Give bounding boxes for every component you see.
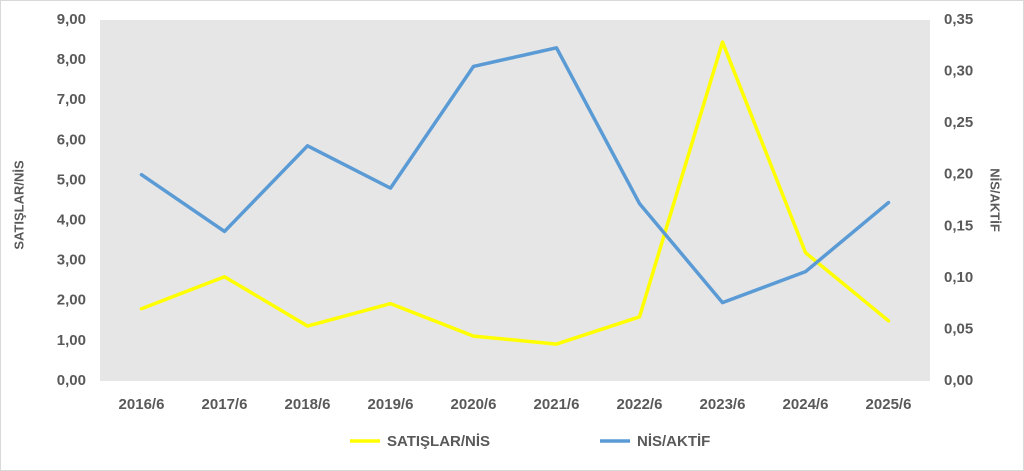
legend-label: SATIŞLAR/NİS xyxy=(387,433,490,450)
y-tick-label: 8,00 xyxy=(57,51,86,68)
x-tick-label: 2021/6 xyxy=(534,396,580,413)
y2-tick-label: 0,00 xyxy=(944,372,973,389)
x-tick-label: 2017/6 xyxy=(202,396,248,413)
y-axis-label: SATIŞLAR/NİS xyxy=(11,160,26,250)
y-tick-label: 4,00 xyxy=(57,212,86,229)
y2-tick-label: 0,35 xyxy=(944,11,973,28)
x-tick-label: 2024/6 xyxy=(783,396,829,413)
y-tick-label: 1,00 xyxy=(57,332,86,349)
y-tick-label: 9,00 xyxy=(57,11,86,28)
x-tick-label: 2016/6 xyxy=(119,396,165,413)
plot-area xyxy=(100,20,930,381)
y2-tick-label: 0,10 xyxy=(944,269,973,286)
y-tick-label: 2,00 xyxy=(57,292,86,309)
y-tick-label: 7,00 xyxy=(57,91,86,108)
x-tick-label: 2023/6 xyxy=(700,396,746,413)
x-tick-label: 2022/6 xyxy=(617,396,663,413)
y2-tick-label: 0,25 xyxy=(944,114,973,131)
y-tick-label: 6,00 xyxy=(57,131,86,148)
legend-label: NİS/AKTİF xyxy=(637,433,710,450)
y2-axis-label: NİS/AKTİF xyxy=(988,168,1003,232)
x-tick-label: 2020/6 xyxy=(451,396,497,413)
x-tick-label: 2025/6 xyxy=(866,396,912,413)
y2-tick-label: 0,05 xyxy=(944,320,973,337)
y-tick-label: 5,00 xyxy=(57,171,86,188)
y-tick-label: 3,00 xyxy=(57,252,86,269)
y2-tick-label: 0,20 xyxy=(944,166,973,183)
series-line xyxy=(139,46,891,305)
series-line xyxy=(139,40,891,346)
x-tick-label: 2019/6 xyxy=(368,396,414,413)
y2-tick-label: 0,30 xyxy=(944,63,973,80)
x-tick-label: 2018/6 xyxy=(285,396,331,413)
y-tick-label: 0,00 xyxy=(57,372,86,389)
y2-tick-label: 0,15 xyxy=(944,217,973,234)
